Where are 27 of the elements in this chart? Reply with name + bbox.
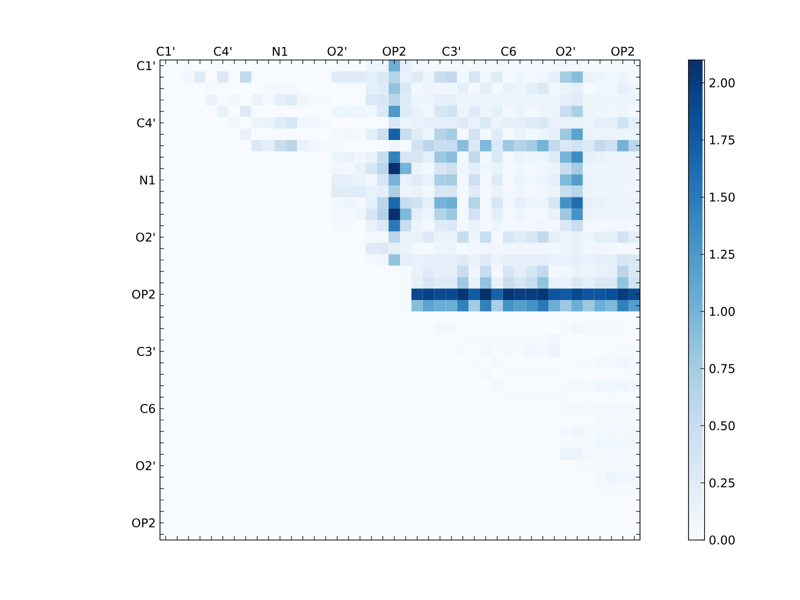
x-tick-label: N1	[272, 47, 288, 56]
x-tick-label: O2'	[328, 46, 346, 56]
y-tick-label: C4'	[137, 118, 155, 128]
color-bar-label: 1.25	[710, 250, 734, 259]
y-tick-label: C3'	[137, 346, 155, 356]
y-tick-label: OP2	[132, 518, 155, 528]
y-tick-label: N1	[140, 176, 155, 184]
x-tick-label: C4'	[214, 46, 232, 56]
y-tick-label: O2'	[136, 232, 155, 242]
y-tick-label: C1'	[137, 61, 155, 70]
color-bar-label: 0.75	[710, 364, 734, 374]
color-bar-label: 1.75	[710, 136, 734, 144]
color-bar-label: 1.00	[710, 306, 735, 316]
color-bar-label: 0.50	[710, 421, 735, 430]
y-tick-label: OP2	[132, 290, 155, 299]
x-tick-label: OP2	[382, 46, 406, 56]
y-tick-label: C6	[140, 404, 156, 414]
color-bar-label: 0.00	[710, 535, 735, 545]
x-tick-label: OP2	[611, 46, 634, 56]
x-tick-label: C3'	[442, 46, 460, 56]
color-bar-label: 1.50	[710, 192, 735, 202]
x-tick-label: C6	[501, 46, 516, 56]
color-bar-label: 0.25	[710, 478, 734, 488]
x-tick-label: O2'	[556, 46, 575, 56]
y-tick-label: O2'	[136, 461, 155, 470]
color-bar-label: 2.00	[710, 78, 735, 88]
x-tick-label: C1'	[156, 46, 174, 56]
